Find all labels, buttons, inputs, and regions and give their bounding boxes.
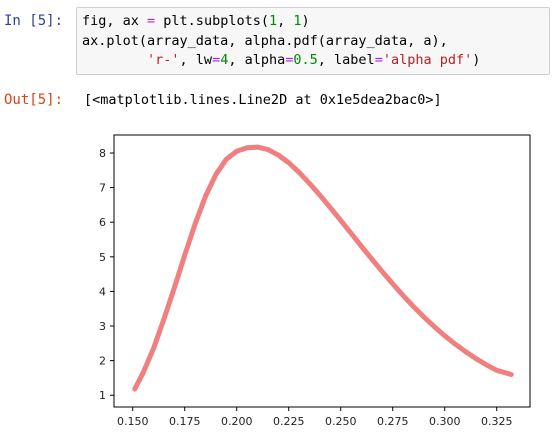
- code-line-3: 'r-', lw=4, alpha=0.5, label='alpha pdf'…: [82, 51, 544, 71]
- y-tick-label: 6: [99, 216, 106, 229]
- x-tick-label: 0.325: [481, 415, 513, 428]
- code-token: ax.plot(array_data, alpha.pdf(array_data…: [82, 32, 448, 49]
- output-text: [<matplotlib.lines.Line2D at 0x1e5dea2ba…: [84, 92, 442, 108]
- code-token: ): [472, 52, 481, 68]
- y-tick-label: 3: [99, 320, 106, 333]
- x-tick-label: 0.250: [325, 415, 357, 428]
- output-prompt: Out[5]:: [4, 92, 64, 108]
- x-tick-label: 0.150: [117, 415, 149, 428]
- x-tick-label: 0.225: [273, 415, 305, 428]
- y-tick-label: 8: [99, 147, 106, 160]
- x-tick-label: 0.300: [429, 415, 461, 428]
- code-token: 1: [268, 13, 278, 29]
- code-token: ,: [277, 13, 294, 29]
- code-token: 'alpha pdf': [382, 52, 473, 68]
- code-token: =: [374, 52, 383, 68]
- code-token: =: [285, 52, 294, 68]
- y-tick-label: 7: [99, 182, 106, 195]
- code-token: , label: [317, 52, 375, 68]
- code-cell-input[interactable]: fig, ax = plt.subplots(1, 1) ax.plot(arr…: [76, 7, 550, 75]
- plot-area-frame: [113, 134, 531, 408]
- y-tick-label: 1: [99, 389, 106, 402]
- code-token: fig, ax: [82, 13, 148, 29]
- code-token: 0.5: [293, 52, 318, 68]
- x-tick-label: 0.200: [221, 415, 253, 428]
- x-tick-label: 0.175: [169, 415, 201, 428]
- y-tick-label: 5: [99, 251, 106, 264]
- code-line-2: ax.plot(array_data, alpha.pdf(array_data…: [82, 32, 544, 52]
- code-line-1: fig, ax = plt.subplots(1, 1): [82, 12, 544, 32]
- x-tick-label: 0.275: [377, 415, 409, 428]
- code-token: plt.subplots(: [155, 13, 269, 29]
- y-tick-label: 2: [99, 355, 106, 368]
- y-tick-label: 4: [99, 285, 106, 298]
- y-axis-ticks: 1 2 3 4 5 6 7 8: [99, 147, 114, 402]
- series-line-alpha-pdf: [132, 144, 514, 392]
- code-token: =: [147, 13, 156, 29]
- code-token: , lw: [179, 52, 213, 68]
- x-axis-ticks: 0.150 0.175 0.200 0.225 0.250 0.275 0.300 0.325: [117, 407, 513, 428]
- code-token: 'r-': [147, 52, 180, 68]
- code-token: 1: [293, 13, 302, 29]
- code-token: =: [212, 52, 221, 68]
- code-token: , alpha: [228, 52, 286, 68]
- code-token: ): [301, 13, 310, 29]
- code-token: 4: [220, 52, 229, 68]
- input-prompt: In [5]:: [4, 13, 64, 29]
